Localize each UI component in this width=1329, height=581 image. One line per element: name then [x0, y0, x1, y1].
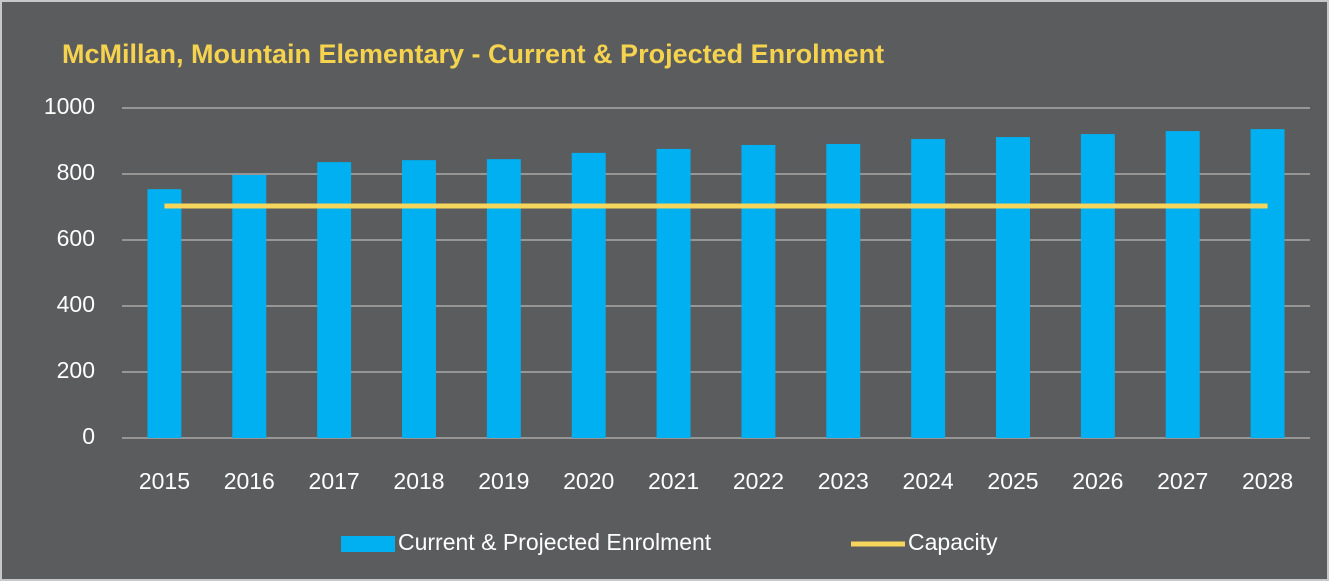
- x-tick-label: 2027: [1157, 468, 1208, 494]
- y-tick-label: 1000: [44, 93, 95, 119]
- y-tick-label: 0: [82, 423, 95, 449]
- bar: [402, 160, 436, 438]
- bar: [1165, 131, 1200, 438]
- x-tick-label: 2023: [818, 468, 869, 494]
- bar: [232, 174, 267, 439]
- x-tick-label: 2016: [224, 468, 275, 494]
- y-tick-label: 200: [57, 357, 95, 383]
- bar: [656, 148, 691, 439]
- bar: [1080, 134, 1115, 438]
- y-tick-label: 600: [57, 225, 95, 251]
- bar: [486, 159, 521, 438]
- y-tick-label: 400: [57, 291, 95, 317]
- x-tick-label: 2028: [1242, 468, 1293, 494]
- bar: [996, 137, 1030, 439]
- x-tick-label: 2020: [563, 468, 614, 494]
- x-tick-label: 2025: [987, 468, 1038, 494]
- bar: [741, 144, 776, 438]
- bar: [826, 143, 861, 438]
- bar: [571, 152, 606, 438]
- x-tick-label: 2024: [903, 468, 954, 494]
- x-tick-label: 2017: [309, 468, 360, 494]
- bar: [1250, 129, 1285, 438]
- legend-label: Capacity: [908, 529, 998, 555]
- x-tick-label: 2022: [733, 468, 784, 494]
- x-tick-label: 2015: [139, 468, 190, 494]
- legend-swatch: [341, 536, 395, 552]
- x-tick-label: 2019: [478, 468, 529, 494]
- legend-label: Current & Projected Enrolment: [398, 529, 712, 555]
- y-tick-label: 800: [57, 159, 95, 185]
- x-tick-label: 2018: [393, 468, 444, 494]
- x-tick-label: 2021: [648, 468, 699, 494]
- bar: [317, 162, 352, 438]
- bar: [911, 139, 946, 438]
- bar: [147, 189, 182, 438]
- chart-title: McMillan, Mountain Elementary - Current …: [62, 39, 884, 69]
- x-tick-label: 2026: [1072, 468, 1123, 494]
